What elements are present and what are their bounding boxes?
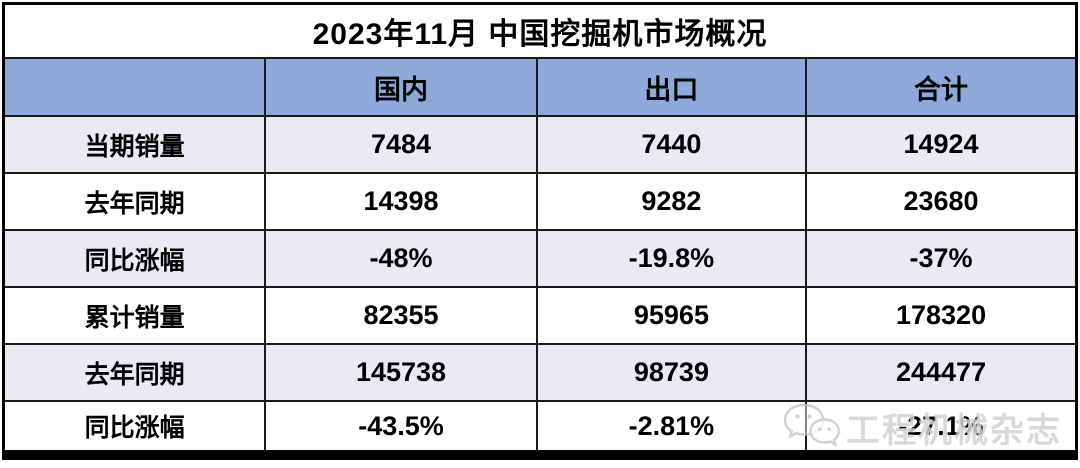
cell-value: 7484: [264, 115, 538, 174]
row-label: 同比涨幅: [2, 400, 267, 456]
cell-value: -2.81%: [535, 400, 808, 456]
col-header-domestic: 国内: [264, 57, 538, 117]
cell-value: 9282: [535, 172, 808, 231]
row-label: 去年同期: [2, 172, 267, 231]
cell-value: -27.1%: [805, 400, 1078, 456]
table-title-row: 2023年11月 中国挖掘机市场概况: [2, 2, 1078, 59]
cell-value: 145738: [264, 343, 538, 402]
table-row-last-year-cumulative: 去年同期 145738 98739 244477: [2, 343, 1078, 402]
cell-value: 23680: [805, 172, 1078, 231]
table-row-cumulative-sales: 累计销量 82355 95965 178320: [2, 286, 1078, 345]
row-label: 同比涨幅: [2, 229, 267, 288]
col-header-total: 合计: [805, 57, 1078, 117]
cell-value: 14924: [805, 115, 1078, 174]
col-header-export: 出口: [535, 57, 808, 117]
table-row-current-sales: 当期销量 7484 7440 14924: [2, 115, 1078, 174]
cell-value: -37%: [805, 229, 1078, 288]
table-title: 2023年11月 中国挖掘机市场概况: [2, 2, 1078, 59]
cell-value: 178320: [805, 286, 1078, 345]
row-label: 当期销量: [2, 115, 267, 174]
row-label: 累计销量: [2, 286, 267, 345]
col-header-blank: [2, 57, 267, 117]
cell-value: 82355: [264, 286, 538, 345]
table-row-yoy-change: 同比涨幅 -48% -19.8% -37%: [2, 229, 1078, 288]
table-row-cumulative-yoy-change: 同比涨幅 -43.5% -2.81% -27.1%: [2, 400, 1078, 456]
cell-value: 14398: [264, 172, 538, 231]
cell-value: 244477: [805, 343, 1078, 402]
column-header-row: 国内 出口 合计: [2, 57, 1078, 117]
cell-value: -48%: [264, 229, 538, 288]
cell-value: 95965: [535, 286, 808, 345]
table-row-last-year-same-period: 去年同期 14398 9282 23680: [2, 172, 1078, 231]
cell-value: -43.5%: [264, 400, 538, 456]
excavator-market-table: 2023年11月 中国挖掘机市场概况 国内 出口 合计 当期销量 7484 74…: [2, 2, 1078, 460]
row-label: 去年同期: [2, 343, 267, 402]
cell-value: -19.8%: [535, 229, 808, 288]
cell-value: 7440: [535, 115, 808, 174]
cell-value: 98739: [535, 343, 808, 402]
